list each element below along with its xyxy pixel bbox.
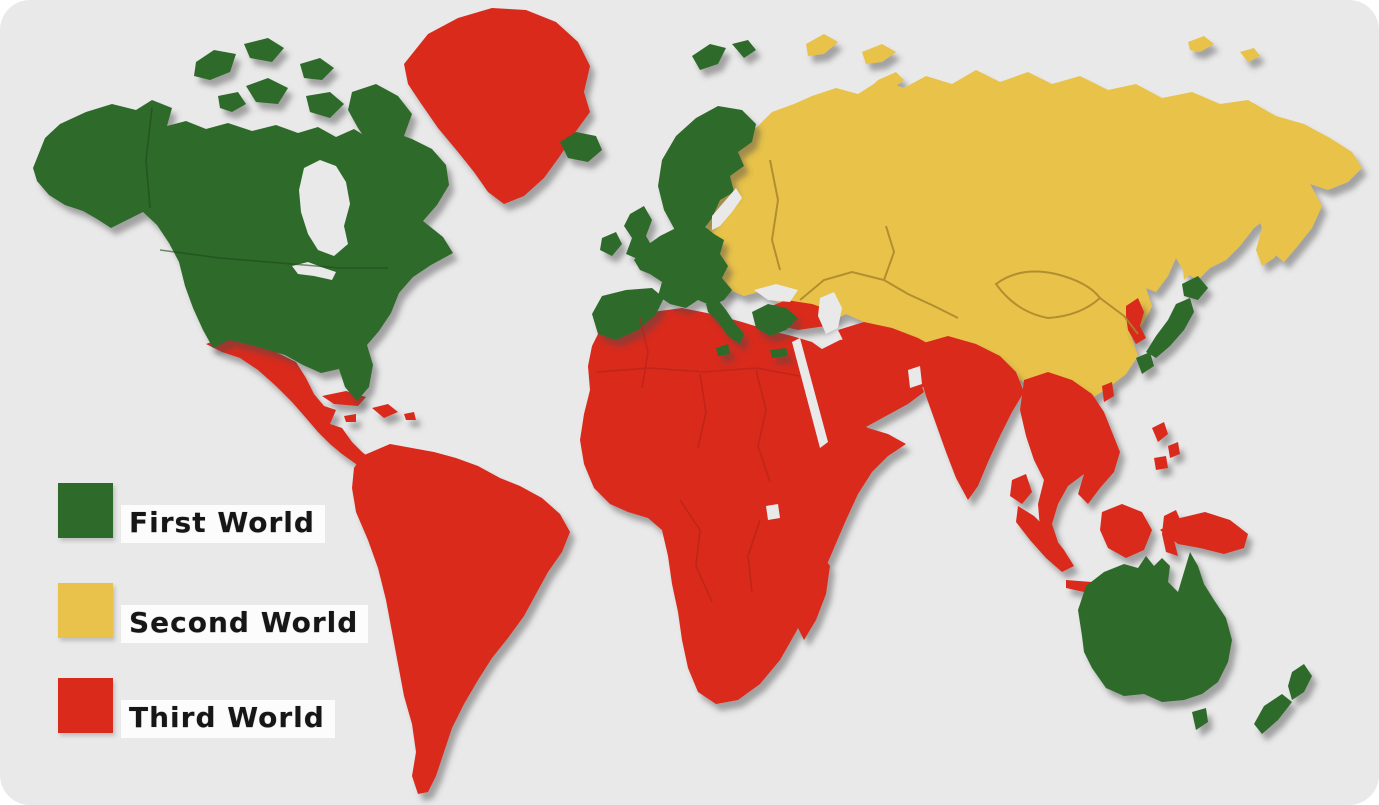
sakhalin-island xyxy=(1182,232,1198,280)
caspian-sea xyxy=(818,292,842,334)
ireland xyxy=(600,232,622,256)
us-canada-border xyxy=(159,249,388,269)
philippines-a xyxy=(1152,422,1168,442)
kazakh-china-border xyxy=(883,225,896,281)
scandinavia xyxy=(658,106,756,240)
country-borders-third-world xyxy=(595,317,801,603)
arctic-island-b xyxy=(244,38,284,62)
hispaniola xyxy=(372,404,398,418)
japan-hokkaido xyxy=(1182,276,1208,300)
sumatra xyxy=(1016,506,1074,572)
new-zealand-north xyxy=(1288,664,1312,700)
black-sea xyxy=(754,284,798,302)
iceland xyxy=(560,132,602,162)
africa-border-b xyxy=(639,317,649,389)
east-europe-border xyxy=(769,159,781,271)
novaya-zemlya xyxy=(852,72,904,124)
kamchatka-peninsula xyxy=(1256,188,1298,266)
hudson-bay xyxy=(299,160,350,256)
crete xyxy=(770,348,788,358)
arctic-islands-yellow-c xyxy=(1188,36,1214,52)
north-america xyxy=(33,100,453,401)
new-zealand-south xyxy=(1254,694,1292,734)
arctic-island-e xyxy=(306,92,344,118)
africa xyxy=(580,308,906,704)
africa-border-e xyxy=(679,499,713,603)
puerto-rico xyxy=(404,412,416,420)
first-world-regions xyxy=(33,38,1312,734)
taiwan xyxy=(1102,382,1114,402)
africa-border-f xyxy=(747,519,761,593)
greece xyxy=(752,304,798,336)
persian-gulf xyxy=(908,366,922,388)
arctic-islands-yellow-a xyxy=(806,34,838,56)
japan-honshu xyxy=(1146,298,1194,358)
philippines-c xyxy=(1154,456,1168,470)
arctic-island-d xyxy=(300,58,334,80)
country-borders-first-world xyxy=(145,107,388,269)
second-world-regions xyxy=(706,34,1362,402)
ussr-china-eastern-bloc xyxy=(706,70,1362,402)
mexico-central-america xyxy=(206,336,380,472)
japan-kyushu xyxy=(1136,352,1154,374)
arctic-island-a xyxy=(194,50,236,80)
africa-border-c xyxy=(697,373,707,449)
africa-border-a xyxy=(595,367,801,377)
country-borders-second-world xyxy=(769,159,1139,335)
india-south-asia xyxy=(918,336,1024,500)
korea xyxy=(1126,298,1146,344)
great-lakes xyxy=(292,262,336,280)
arctic-islands-yellow-b xyxy=(862,44,896,64)
alaska-border xyxy=(145,107,153,209)
svalbard-a xyxy=(692,44,726,70)
water-cutouts xyxy=(292,160,922,520)
arctic-island-c xyxy=(246,78,288,104)
red-sea xyxy=(792,338,828,448)
sicily xyxy=(716,344,730,356)
western-europe-mainland xyxy=(634,226,732,308)
svalbard-b xyxy=(732,40,756,58)
jamaica xyxy=(344,414,356,422)
third-world-regions xyxy=(206,8,1248,794)
philippines-b xyxy=(1168,442,1180,458)
borneo xyxy=(1100,504,1152,558)
sri-lanka xyxy=(1010,474,1032,504)
baffin-island xyxy=(348,84,412,154)
italy xyxy=(706,300,744,344)
south-america xyxy=(352,444,570,794)
tasmania xyxy=(1192,708,1208,730)
arctic-island-f xyxy=(218,92,246,112)
australia xyxy=(1078,552,1232,702)
new-guinea xyxy=(1160,512,1248,554)
lake-victoria xyxy=(766,504,780,520)
baltic-sea xyxy=(712,188,742,230)
greenland xyxy=(404,8,590,204)
arctic-islands-yellow-d xyxy=(1240,48,1260,62)
china-border xyxy=(1099,297,1139,335)
madagascar xyxy=(796,552,830,640)
africa-border-d xyxy=(755,369,771,483)
iberia xyxy=(592,288,664,340)
southeast-asia-indochina xyxy=(1020,372,1120,548)
